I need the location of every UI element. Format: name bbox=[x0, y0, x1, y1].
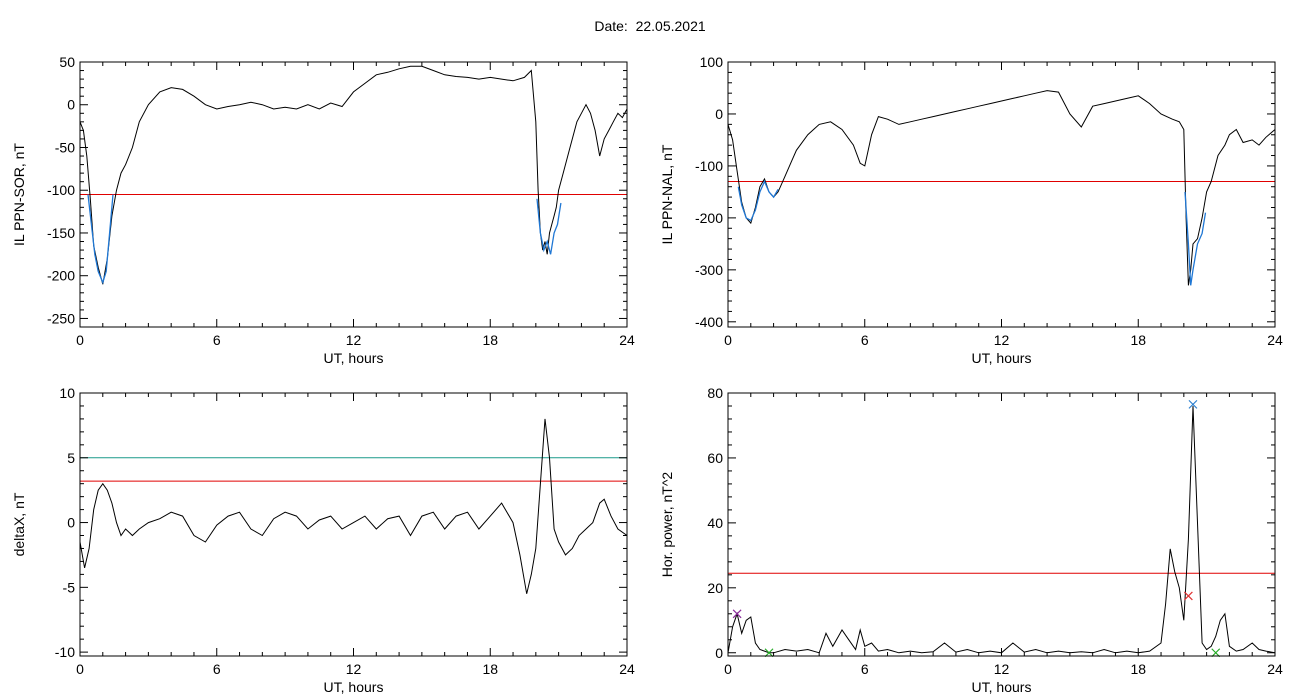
x-tick-label-1: 6 bbox=[213, 661, 221, 677]
x-tick-label-2: 12 bbox=[994, 661, 1010, 677]
x-tick-label-2: 12 bbox=[994, 332, 1010, 348]
y-tick-label-4: -50 bbox=[55, 139, 75, 155]
x-tick-label-0: 0 bbox=[76, 661, 84, 677]
figure-date-title: Date: 22.05.2021 bbox=[594, 18, 706, 34]
y-tick-label-3: -100 bbox=[695, 158, 723, 174]
x-marker-1 bbox=[1188, 399, 1198, 409]
y-axis-label: deltaX, nT bbox=[11, 492, 27, 556]
x-tick-label-4: 24 bbox=[619, 332, 635, 348]
x-tick-label-0: 0 bbox=[76, 332, 84, 348]
x-marker-3 bbox=[1211, 648, 1221, 658]
x-tick-label-4: 24 bbox=[1267, 661, 1283, 677]
x-tick-label-4: 24 bbox=[1267, 332, 1283, 348]
series-line bbox=[728, 405, 1275, 654]
y-tick-label-1: -300 bbox=[695, 262, 723, 278]
x-marker-4 bbox=[764, 648, 774, 658]
x-axis-label: UT, hours bbox=[972, 350, 1032, 366]
x-marker-2 bbox=[1183, 591, 1193, 601]
x-axis-label: UT, hours bbox=[324, 350, 384, 366]
y-tick-label-2: 0 bbox=[67, 515, 75, 531]
y-tick-label-1: -5 bbox=[63, 579, 76, 595]
series-line bbox=[80, 65, 627, 285]
y-tick-label-0: -400 bbox=[695, 314, 723, 330]
y-tick-label-4: 0 bbox=[715, 106, 723, 122]
y-tick-label-4: 10 bbox=[59, 385, 75, 401]
y-tick-label-6: 50 bbox=[59, 54, 75, 70]
highlight-segment-2 bbox=[1184, 191, 1207, 286]
x-tick-label-3: 18 bbox=[482, 332, 498, 348]
y-axis-label: IL PPN-SOR, nT bbox=[11, 143, 27, 246]
series-line bbox=[728, 90, 1275, 286]
x-tick-label-3: 18 bbox=[1130, 332, 1146, 348]
plot-frame bbox=[727, 61, 1276, 328]
y-axis-label: IL PPN-NAL, nT bbox=[659, 144, 675, 244]
panel-nal: 0 6 12 18 24 -400 -300 -200 -100 0 100 UT, hours IL … bbox=[659, 54, 1283, 366]
panel-power: 0 6 12 18 24 0 20 40 60 80 UT, hours Hor. power, nT… bbox=[659, 385, 1283, 695]
x-axis-label: UT, hours bbox=[324, 679, 384, 695]
y-tick-label-5: 0 bbox=[67, 97, 75, 113]
x-tick-label-2: 12 bbox=[346, 661, 362, 677]
y-tick-label-1: 20 bbox=[707, 580, 723, 596]
y-tick-label-3: 60 bbox=[707, 450, 723, 466]
y-tick-label-0: -250 bbox=[47, 310, 75, 326]
y-axis-label: Hor. power, nT^2 bbox=[659, 472, 675, 578]
y-tick-label-2: -200 bbox=[695, 210, 723, 226]
x-tick-label-0: 0 bbox=[724, 332, 732, 348]
highlight-segment-1 bbox=[737, 179, 779, 222]
x-tick-label-1: 6 bbox=[861, 332, 869, 348]
x-axis-label: UT, hours bbox=[972, 679, 1032, 695]
y-tick-label-1: -200 bbox=[47, 268, 75, 284]
x-tick-label-1: 6 bbox=[213, 332, 221, 348]
highlight-segment-1 bbox=[87, 194, 114, 285]
y-tick-label-3: -100 bbox=[47, 182, 75, 198]
plot-frame bbox=[727, 392, 1276, 657]
x-tick-label-3: 18 bbox=[1130, 661, 1146, 677]
panel-sor: 0 6 12 18 24 -250 -200 -150 -100 -50 0 50 UT, hours I… bbox=[11, 54, 635, 366]
y-tick-label-0: -10 bbox=[55, 644, 75, 660]
x-tick-label-1: 6 bbox=[861, 661, 869, 677]
y-tick-label-5: 100 bbox=[700, 54, 724, 70]
highlight-segment-2 bbox=[536, 198, 562, 255]
y-tick-label-2: 40 bbox=[707, 515, 723, 531]
y-tick-label-4: 80 bbox=[707, 385, 723, 401]
x-tick-label-2: 12 bbox=[346, 332, 362, 348]
plot-frame bbox=[79, 392, 628, 657]
series-line bbox=[80, 418, 627, 594]
y-tick-label-3: 5 bbox=[67, 450, 75, 466]
y-tick-label-0: 0 bbox=[715, 645, 723, 661]
x-marker-0 bbox=[732, 609, 742, 619]
x-tick-label-0: 0 bbox=[724, 661, 732, 677]
x-tick-label-3: 18 bbox=[482, 661, 498, 677]
x-tick-label-4: 24 bbox=[619, 661, 635, 677]
panel-deltax: 0 6 12 18 24 -10 -5 0 5 10 UT, hours deltaX, nT bbox=[11, 385, 635, 695]
y-tick-label-2: -150 bbox=[47, 225, 75, 241]
